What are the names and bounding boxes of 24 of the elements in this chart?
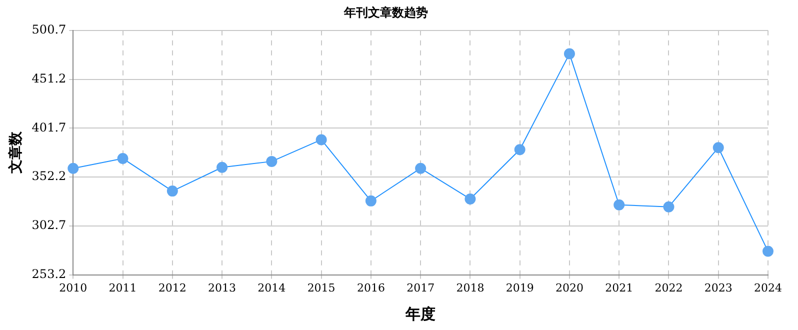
x-tick-label: 2021 [605,281,634,294]
x-tick-label: 2023 [704,281,732,294]
y-axis-title: 文章数 [7,130,24,175]
x-tick-label: 2010 [59,281,88,294]
x-axis-title: 年度 [404,304,436,323]
x-tick-label: 2012 [158,281,186,294]
x-tick-label: 2022 [654,281,683,294]
chart-title: 年刊文章数趋势 [343,5,428,20]
y-tick-label: 451.2 [32,71,66,86]
y-tick-label: 500.7 [32,22,66,37]
x-tick-label: 2011 [108,281,137,294]
x-tick-label: 2018 [456,281,484,294]
x-tick-label: 2016 [356,281,385,294]
y-tick-label: 352.2 [32,169,66,184]
x-tick-label: 2014 [258,281,286,294]
x-tick-label: 2013 [208,281,236,294]
y-tick-label: 302.7 [32,218,66,232]
x-tick-label: 2017 [406,281,435,294]
x-tick-label: 2024 [754,281,782,294]
x-tick-label: 2015 [307,281,336,294]
y-tick-label: 401.7 [32,120,66,134]
x-tick-label: 2020 [555,281,584,294]
y-tick-label: 253.2 [32,266,66,281]
x-tick-label: 2019 [506,281,534,294]
